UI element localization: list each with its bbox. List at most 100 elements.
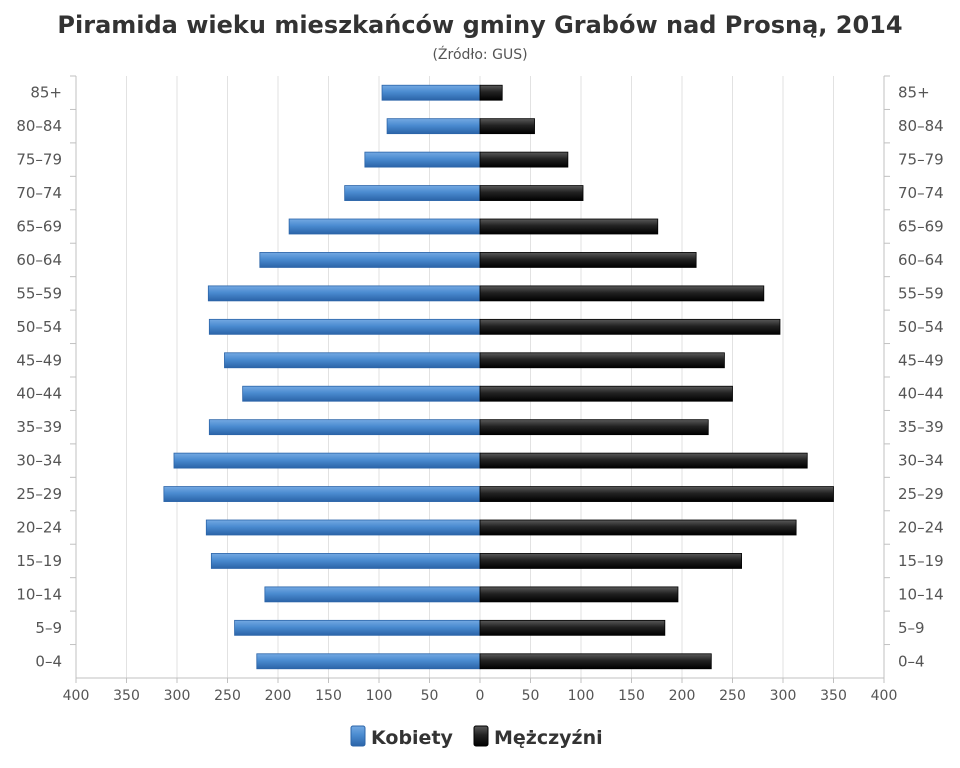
category-label-right: 60–64 [898, 251, 944, 269]
bar-kobiety [208, 318, 481, 335]
bar-kobiety [259, 252, 481, 268]
bar-kobiety [288, 218, 481, 235]
category-label-right: 70–74 [898, 184, 944, 202]
bar-kobiety [242, 385, 481, 402]
category-label-right: 30–34 [898, 452, 944, 470]
chart-title: Piramida wieku mieszkańców gminy Grabów … [57, 11, 902, 39]
category-label-left: 0–4 [35, 652, 62, 670]
bar-kobiety [173, 452, 481, 469]
bar-mezczyzni [479, 452, 808, 469]
bar-kobiety [386, 118, 481, 135]
bar-mezczyzni [479, 252, 697, 268]
category-label-left: 35–39 [16, 418, 62, 436]
category-label-right: 20–24 [898, 519, 944, 537]
category-label-left: 45–49 [16, 351, 62, 369]
x-tick-label: 350 [820, 688, 847, 704]
category-label-right: 0–4 [898, 652, 925, 670]
x-tick-label: 150 [315, 688, 342, 704]
x-tick-label: 50 [522, 688, 540, 704]
bar-mezczyzni [479, 151, 569, 168]
bar-kobiety [224, 352, 481, 369]
bar-mezczyzni [479, 653, 712, 670]
category-label-left: 5–9 [35, 619, 62, 637]
legend-label-kobiety: Kobiety [371, 727, 454, 749]
bar-mezczyzni [479, 586, 679, 603]
legend-swatch-kobiety [350, 725, 366, 747]
bars [163, 84, 834, 670]
category-label-right: 85+ [898, 84, 930, 102]
bar-mezczyzni [479, 519, 797, 536]
category-label-left: 55–59 [16, 284, 62, 302]
bar-kobiety [364, 151, 481, 168]
category-label-left: 70–74 [16, 184, 62, 202]
category-label-left: 40–44 [16, 385, 62, 403]
x-tick-label: 400 [871, 688, 898, 704]
bar-mezczyzni [479, 419, 709, 436]
x-tick-label: 200 [265, 688, 292, 704]
category-label-right: 5–9 [898, 619, 925, 637]
x-tick-label: 100 [568, 688, 595, 704]
legend-item-mezczyzni[interactable]: Mężczyźni [473, 725, 603, 749]
legend-item-kobiety[interactable]: Kobiety [350, 725, 454, 749]
bar-kobiety [208, 419, 481, 436]
category-label-right: 35–39 [898, 418, 944, 436]
bar-mezczyzni [479, 553, 742, 569]
category-label-left: 30–34 [16, 452, 62, 470]
x-tick-label: 300 [164, 688, 191, 704]
grid-lines [70, 75, 890, 683]
axes [75, 76, 885, 679]
category-label-left: 10–14 [16, 585, 62, 603]
x-tick-label: 400 [63, 688, 90, 704]
bar-mezczyzni [479, 619, 666, 636]
bar-kobiety [264, 586, 481, 603]
legend-label-mezczyzni: Mężczyźni [494, 727, 603, 749]
bar-kobiety [205, 519, 481, 536]
bar-kobiety [381, 84, 481, 101]
x-tick-label: 250 [719, 688, 746, 704]
x-tick-label: 50 [421, 688, 439, 704]
category-label-left: 85+ [30, 84, 62, 102]
bar-mezczyzni [479, 318, 781, 335]
category-label-left: 80–84 [16, 117, 62, 135]
x-tick-label: 350 [113, 688, 140, 704]
x-tick-label: 0 [476, 688, 485, 704]
category-label-left: 75–79 [16, 151, 62, 169]
category-label-right: 10–14 [898, 585, 944, 603]
category-label-right: 75–79 [898, 151, 944, 169]
bar-kobiety [210, 553, 481, 569]
category-label-right: 80–84 [898, 117, 944, 135]
bar-mezczyzni [479, 285, 765, 302]
category-label-right: 15–19 [898, 552, 944, 570]
category-label-left: 65–69 [16, 218, 62, 236]
category-label-left: 25–29 [16, 485, 62, 503]
x-tick-label: 200 [669, 688, 696, 704]
x-tick-label: 250 [214, 688, 241, 704]
x-tick-label: 300 [770, 688, 797, 704]
bar-kobiety [163, 486, 481, 502]
category-label-left: 50–54 [16, 318, 62, 336]
bar-kobiety [234, 619, 481, 636]
bar-mezczyzni [479, 118, 535, 135]
x-tick-label: 100 [366, 688, 393, 704]
bar-mezczyzni [479, 185, 584, 201]
bar-mezczyzni [479, 84, 503, 101]
bar-kobiety [207, 285, 481, 302]
x-tick-label: 150 [618, 688, 645, 704]
category-labels: 85+ 85+ 80–84 80–84 75–79 75–79 70–74 70–74 65–6… [16, 84, 943, 671]
category-label-right: 55–59 [898, 284, 944, 302]
category-label-right: 25–29 [898, 485, 944, 503]
category-label-left: 15–19 [16, 552, 62, 570]
bar-mezczyzni [479, 352, 725, 369]
bar-mezczyzni [479, 385, 733, 402]
legend[interactable]: Kobiety Mężczyźni [350, 725, 603, 749]
category-label-right: 45–49 [898, 351, 944, 369]
legend-swatch-mezczyzni [473, 725, 489, 747]
category-label-right: 50–54 [898, 318, 944, 336]
category-label-right: 65–69 [898, 218, 944, 236]
bar-mezczyzni [479, 486, 834, 502]
bar-kobiety [256, 653, 481, 670]
chart-subtitle: (Źródło: GUS) [432, 45, 527, 63]
category-label-left: 60–64 [16, 251, 62, 269]
bar-mezczyzni [479, 218, 659, 235]
